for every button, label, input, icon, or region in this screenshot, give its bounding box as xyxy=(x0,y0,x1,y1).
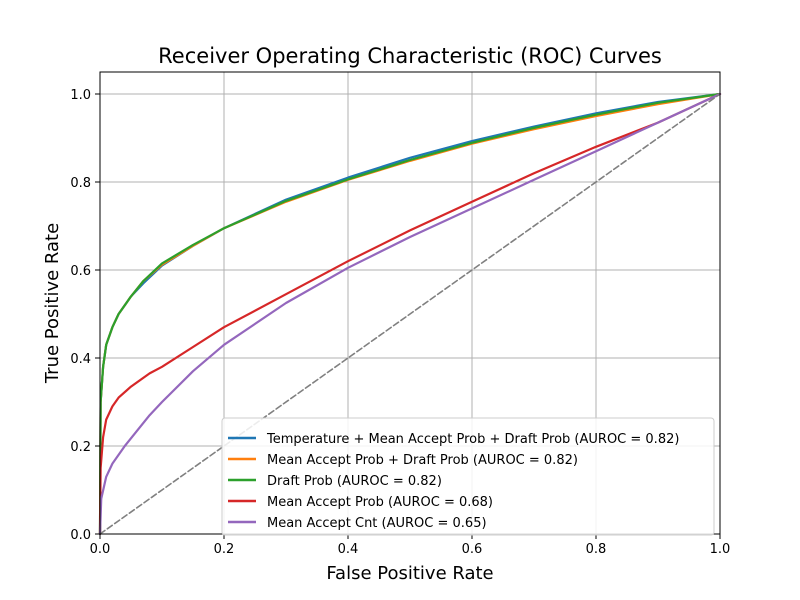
series-line-4 xyxy=(98,92,722,536)
chance-diagonal-line xyxy=(99,93,721,535)
y-tick-label: 1.0 xyxy=(70,88,91,103)
series-line-3 xyxy=(98,92,722,536)
x-tick-label: 0.8 xyxy=(586,542,607,557)
y-tick-label: 0.2 xyxy=(70,440,91,455)
legend-entry: Draft Prob (AUROC = 0.82) xyxy=(267,474,442,489)
y-tick-label: 0.8 xyxy=(70,176,91,191)
series-line-2 xyxy=(98,92,722,536)
x-tick-label: 0.4 xyxy=(338,542,359,557)
chart-title: Receiver Operating Characteristic (ROC) … xyxy=(158,44,662,68)
ticks: 0.0 0.2 0.4 0.6 0.8 1.0 0.0 0.2 0.4 0.6 0.8 1.0 xyxy=(70,88,730,557)
x-tick-label: 0.6 xyxy=(462,542,483,557)
legend-entry: Mean Accept Cnt (AUROC = 0.65) xyxy=(267,516,487,531)
y-tick-label: 0.6 xyxy=(70,264,91,279)
legend-entry: Mean Accept Prob + Draft Prob (AUROC = 0… xyxy=(267,453,578,468)
y-tick-label: 0.4 xyxy=(70,352,91,367)
x-tick-label: 0.2 xyxy=(214,542,235,557)
y-axis-title: True Positive Rate xyxy=(42,223,63,384)
legend: Temperature + Mean Accept Prob + Draft P… xyxy=(221,417,715,536)
x-tick-label: 1.0 xyxy=(710,542,731,557)
x-tick-label: 0.0 xyxy=(90,542,111,557)
y-tick-label: 0.0 xyxy=(70,528,91,543)
x-axis-title: False Positive Rate xyxy=(326,563,493,584)
legend-box xyxy=(221,417,715,536)
legend-entry: Mean Accept Prob (AUROC = 0.68) xyxy=(267,495,493,510)
legend-entry: Temperature + Mean Accept Prob + Draft P… xyxy=(266,432,679,447)
series-layer xyxy=(98,92,722,536)
